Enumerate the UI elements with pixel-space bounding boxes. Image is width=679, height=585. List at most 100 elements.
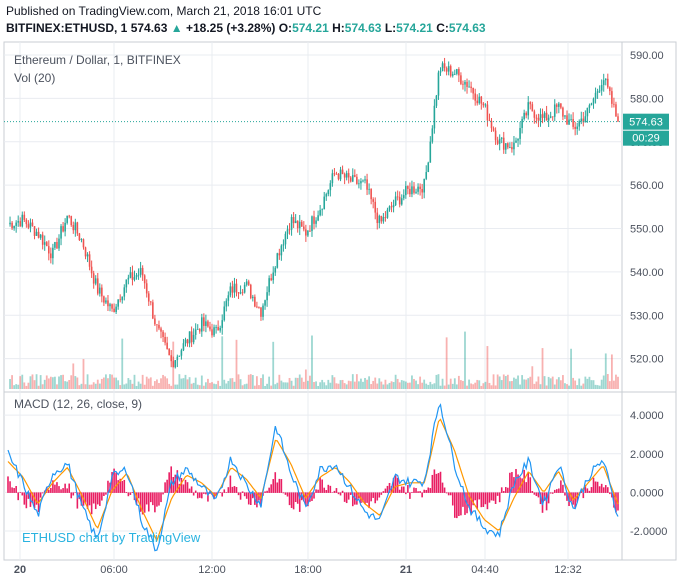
time-axis[interactable]: 20 06:00 12:00 18:00 21 04:40 12:32 bbox=[14, 564, 582, 576]
volume-bar bbox=[270, 385, 273, 389]
candle-body bbox=[553, 104, 556, 117]
volume-bar bbox=[468, 379, 470, 389]
macd-histogram-bar bbox=[490, 492, 493, 501]
candle-body bbox=[13, 225, 15, 229]
candles[interactable] bbox=[9, 57, 619, 369]
volume-bar bbox=[423, 379, 426, 389]
volume-bar bbox=[139, 383, 142, 389]
countdown-badge bbox=[623, 130, 669, 146]
volume-bar bbox=[266, 383, 268, 389]
macd-lines bbox=[7, 403, 619, 552]
volume-bar bbox=[392, 382, 395, 389]
volume-bar bbox=[511, 381, 513, 389]
macd-histogram-bar bbox=[223, 489, 226, 493]
volume-bar bbox=[419, 376, 422, 389]
candle-body bbox=[121, 296, 124, 301]
macd-histogram-bar bbox=[547, 492, 550, 504]
candle-body bbox=[498, 138, 501, 144]
change-value: +18.25 (+3.28%) bbox=[185, 21, 276, 35]
volume-bar bbox=[415, 380, 417, 389]
candle-body bbox=[335, 173, 338, 175]
volume-bar bbox=[62, 374, 64, 389]
volume-bar bbox=[390, 381, 393, 389]
macd-histogram-bar bbox=[333, 490, 336, 493]
macd-histogram-bar bbox=[143, 492, 146, 513]
macd-histogram-bar bbox=[390, 486, 393, 493]
macd-axis[interactable]: 4.0000 2.0000 0.0000 -2.0000 bbox=[630, 410, 667, 538]
macd-histogram-bar bbox=[376, 492, 379, 501]
macd-histogram-bar bbox=[606, 487, 609, 493]
candle-body bbox=[35, 231, 38, 236]
candle-body bbox=[396, 196, 399, 198]
macd-histogram-bar bbox=[33, 492, 36, 509]
candle-body bbox=[282, 244, 285, 246]
candle-body bbox=[278, 253, 281, 256]
volume-bar bbox=[429, 381, 432, 389]
candle-body bbox=[578, 121, 581, 127]
candle-body bbox=[217, 326, 219, 331]
volume-bar bbox=[196, 384, 199, 389]
candle-body bbox=[174, 360, 177, 368]
candle-body bbox=[502, 137, 505, 150]
macd-histogram-bar bbox=[602, 487, 605, 493]
price-axis[interactable]: 590.00580.00570.00560.00550.00540.00530.… bbox=[4, 50, 669, 366]
macd-histogram-bar bbox=[19, 492, 22, 493]
volume-legend: Vol (20) bbox=[14, 71, 55, 85]
macd-histogram-bar bbox=[184, 479, 187, 493]
candle-body bbox=[609, 87, 611, 92]
price-legend: Ethereum / Dollar, 1, BITFINEX bbox=[14, 53, 181, 67]
volume-bar bbox=[72, 363, 75, 389]
candle-body bbox=[533, 111, 536, 118]
candle-body bbox=[364, 179, 366, 181]
volume-bar bbox=[215, 384, 217, 389]
macd-histogram-bar bbox=[515, 468, 517, 493]
candle-body bbox=[99, 287, 101, 294]
candle-body bbox=[509, 147, 511, 148]
candle-body bbox=[458, 69, 460, 76]
volume-bar bbox=[441, 378, 444, 389]
macd-histogram-bar bbox=[213, 492, 215, 500]
macd-histogram-bar bbox=[11, 487, 13, 493]
candle-body bbox=[52, 247, 54, 259]
macd-histogram-bar bbox=[521, 478, 523, 493]
macd-histogram-bar bbox=[23, 492, 26, 505]
candle-body bbox=[360, 181, 362, 184]
candle-body bbox=[380, 215, 383, 222]
volume-bar bbox=[158, 383, 160, 389]
macd-histogram-bar bbox=[66, 488, 68, 493]
macd-histogram-bar bbox=[423, 489, 425, 493]
candle-body bbox=[456, 69, 458, 74]
volume-bar bbox=[135, 385, 138, 389]
candle-body bbox=[125, 279, 128, 288]
volume-bar bbox=[488, 382, 491, 389]
volume-bar bbox=[447, 384, 450, 389]
macd-histogram-bar bbox=[215, 492, 217, 496]
candle-body bbox=[576, 126, 578, 129]
candle-body bbox=[152, 302, 154, 319]
macd-histogram-bar bbox=[164, 482, 166, 493]
candle-body bbox=[96, 278, 99, 294]
volume-bar bbox=[64, 381, 67, 389]
low-label: L: bbox=[384, 21, 397, 35]
macd-histogram-bar bbox=[549, 492, 552, 494]
candle-body bbox=[307, 230, 309, 236]
volume-bar bbox=[70, 375, 73, 389]
candle-body bbox=[294, 220, 297, 224]
candle-body bbox=[341, 169, 344, 175]
macd-histogram-bar bbox=[386, 485, 389, 493]
macd-histogram-bar bbox=[272, 479, 275, 493]
candle-body bbox=[168, 348, 170, 356]
candle-body bbox=[329, 183, 332, 191]
volume-bar bbox=[337, 383, 340, 389]
macd-histogram-bar bbox=[141, 492, 144, 515]
macd-histogram-bar bbox=[121, 480, 124, 493]
macd-histogram-bar bbox=[449, 492, 452, 496]
candle-body bbox=[162, 331, 164, 337]
volume-bar bbox=[386, 384, 389, 389]
macd-histogram-bar bbox=[349, 492, 352, 495]
candle-body bbox=[317, 215, 319, 221]
macd-histogram-bar bbox=[127, 492, 130, 497]
candle-body bbox=[41, 234, 44, 245]
candle-body bbox=[270, 278, 272, 281]
